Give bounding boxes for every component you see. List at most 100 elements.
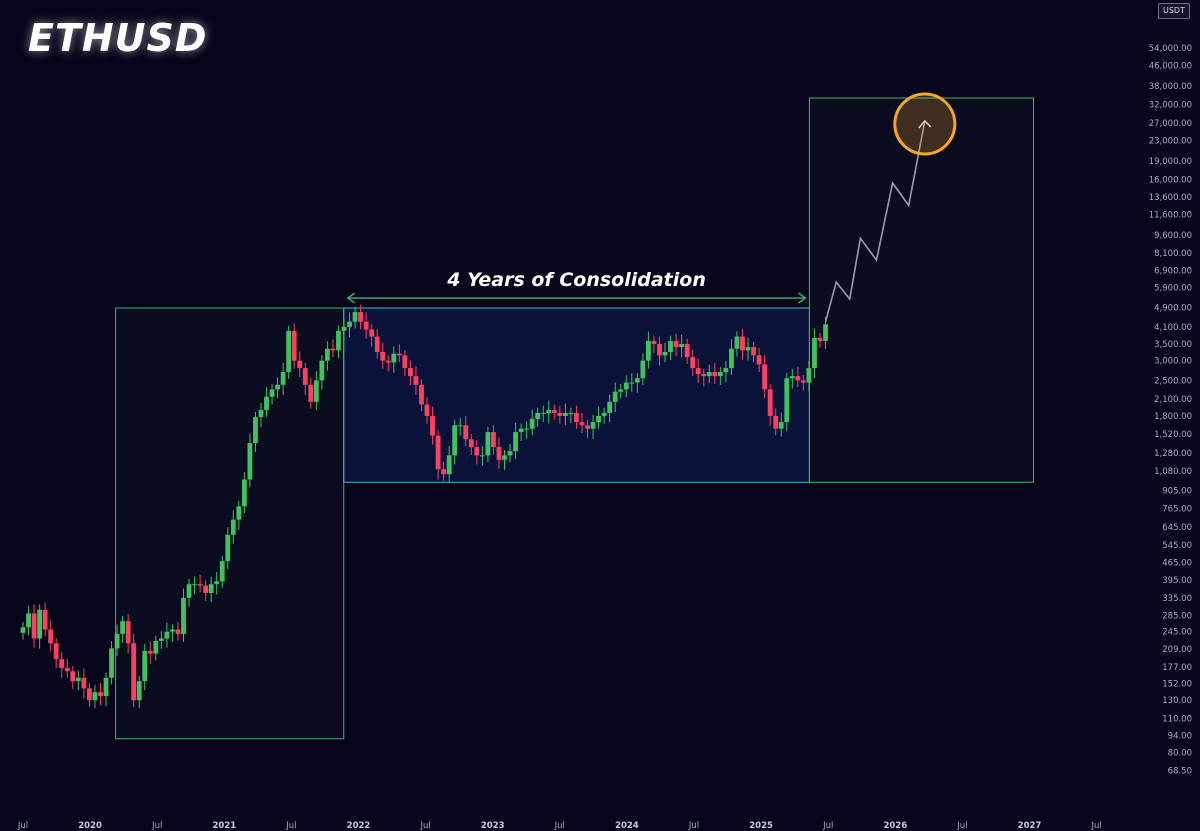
- candle-body: [535, 412, 541, 419]
- candle-body: [275, 384, 280, 390]
- candle-body: [496, 447, 502, 460]
- candle-body: [430, 415, 435, 436]
- box-2020-2021-rally: [115, 307, 345, 740]
- candle-body: [219, 561, 225, 582]
- month-tick-label: Jul: [419, 821, 430, 831]
- price-tick-label: 1,080.00: [1154, 467, 1192, 477]
- price-tick-label: 23,000.00: [1149, 136, 1192, 146]
- candle-body: [336, 330, 341, 351]
- candle-body: [26, 613, 31, 628]
- box-2022-2025-consolidation: [343, 307, 810, 483]
- candle-body: [712, 372, 718, 377]
- candle-body: [297, 360, 303, 369]
- price-tick-label: 6,900.00: [1154, 267, 1192, 277]
- candle-body: [424, 404, 430, 416]
- candle-body: [42, 609, 48, 630]
- candle-body: [264, 396, 269, 411]
- candle-body: [540, 412, 546, 414]
- candle-body: [363, 321, 369, 330]
- candle-body: [762, 364, 768, 390]
- candle-body: [153, 640, 159, 654]
- price-tick-label: 285.00: [1162, 611, 1192, 621]
- candle-body: [87, 688, 92, 701]
- candle-body: [319, 360, 325, 381]
- candle-body: [795, 376, 801, 381]
- candle-body: [258, 410, 264, 418]
- candle-body: [817, 337, 823, 341]
- candle-body: [280, 372, 286, 385]
- price-tick-label: 1,800.00: [1154, 412, 1192, 422]
- candle-body: [225, 534, 231, 562]
- candle-body: [136, 681, 142, 701]
- candle-body: [452, 425, 458, 456]
- candle-body: [529, 418, 535, 429]
- year-tick-label: 2023: [481, 821, 505, 831]
- candle-body: [457, 425, 463, 427]
- price-tick-label: 16,000.00: [1149, 176, 1192, 186]
- candle-body: [59, 659, 65, 669]
- price-tick-label: 395.00: [1162, 576, 1192, 586]
- price-tick-label: 9,600.00: [1154, 231, 1192, 241]
- year-tick-label: 2027: [1018, 821, 1042, 831]
- candle-body: [358, 312, 364, 322]
- candle-body: [612, 391, 618, 402]
- candle-body: [114, 633, 120, 649]
- candle-body: [706, 372, 712, 377]
- candle-body: [518, 428, 524, 433]
- year-tick-label: 2025: [749, 821, 773, 831]
- candle-body: [695, 368, 701, 375]
- price-tick-label: 94.00: [1168, 731, 1192, 741]
- candle-body: [507, 451, 513, 456]
- price-tick-label: 209.00: [1162, 645, 1192, 655]
- price-tick-label: 27,000.00: [1149, 119, 1192, 129]
- candle-body: [751, 347, 756, 356]
- price-tick-label: 130.00: [1162, 696, 1192, 706]
- candle-body: [203, 585, 209, 594]
- candle-body: [574, 412, 579, 423]
- price-tick-label: 2,100.00: [1154, 395, 1192, 405]
- candle-body: [341, 326, 347, 331]
- candle-body: [402, 355, 408, 369]
- candle-body: [756, 355, 762, 365]
- candle-body: [568, 412, 574, 414]
- candle-body: [640, 360, 646, 379]
- candle-body: [590, 422, 596, 429]
- candle-body: [734, 336, 740, 349]
- candle-body: [823, 324, 828, 341]
- candle-body: [502, 455, 507, 460]
- candle-body: [241, 479, 247, 507]
- candle-body: [740, 336, 745, 351]
- candle-body: [618, 389, 624, 392]
- candle-body: [778, 422, 784, 429]
- year-tick-label: 2022: [347, 821, 371, 831]
- candle-body: [286, 330, 292, 373]
- currency-unit-badge[interactable]: USDT: [1158, 3, 1190, 19]
- price-tick-label: 4,900.00: [1154, 304, 1192, 314]
- candle-body: [441, 469, 447, 475]
- price-tick-label: 13,600.00: [1149, 193, 1192, 203]
- candle-body: [385, 360, 391, 363]
- candle-body: [120, 621, 126, 634]
- price-tick-label: 5,900.00: [1154, 283, 1192, 293]
- target-circle: [893, 92, 957, 156]
- candle-body: [679, 343, 685, 348]
- price-tick-label: 68.50: [1168, 766, 1192, 776]
- candle-body: [723, 368, 729, 373]
- price-tick-label: 245.00: [1162, 628, 1192, 638]
- candle-body: [557, 412, 563, 416]
- candle-body: [789, 376, 795, 379]
- month-tick-label: Jul: [554, 821, 565, 831]
- candle-body: [230, 519, 236, 535]
- candle-body: [109, 648, 114, 678]
- candle-body: [186, 584, 192, 598]
- candle-body: [131, 643, 137, 701]
- candle-body: [347, 321, 352, 327]
- year-tick-label: 2020: [78, 821, 102, 831]
- projection-line: [824, 120, 926, 322]
- candle-body: [396, 353, 402, 356]
- candle-body: [651, 340, 657, 344]
- candle-body: [330, 348, 336, 351]
- candle-body: [53, 643, 59, 660]
